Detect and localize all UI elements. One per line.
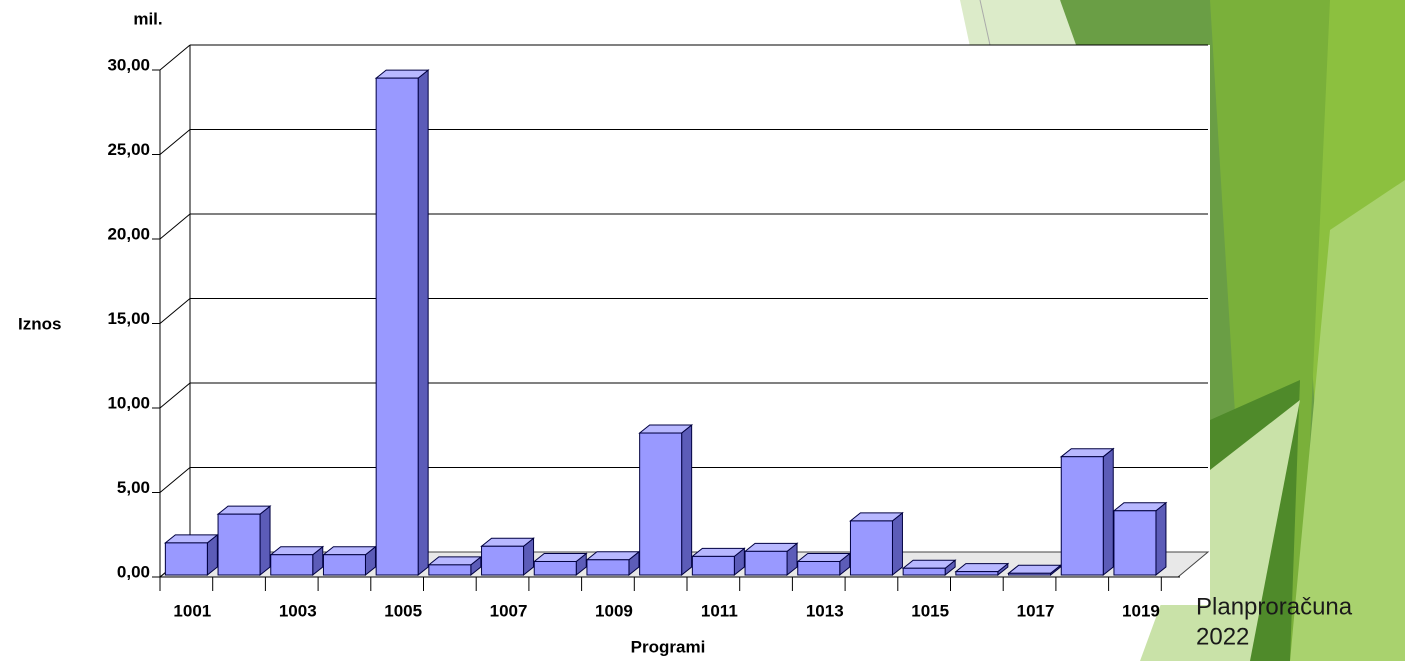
bar — [164, 542, 208, 576]
bar — [270, 554, 314, 576]
y-tick-label: 20,00 — [107, 224, 150, 243]
bar — [955, 571, 999, 576]
bar-top — [269, 546, 325, 556]
x-tick-label: 1017 — [1017, 601, 1055, 620]
bar — [533, 560, 577, 576]
bar-top — [638, 424, 694, 434]
footer-line: Planproračuna — [1196, 593, 1353, 620]
bar — [375, 77, 419, 576]
bar-top — [743, 542, 799, 552]
x-tick-label: 1019 — [1122, 601, 1160, 620]
bar-top — [1112, 502, 1168, 512]
bar — [902, 567, 946, 576]
y-depth-line — [159, 298, 191, 324]
y-depth-line — [159, 213, 191, 240]
x-axis-title: Programi — [631, 637, 706, 656]
bar-side — [1155, 501, 1167, 577]
y-axis-title: Iznos — [18, 314, 61, 333]
bar-top — [374, 69, 430, 79]
bar — [1008, 572, 1052, 576]
bar-top — [849, 512, 904, 522]
bar — [428, 564, 472, 576]
bar-side — [1102, 447, 1114, 577]
bar-top — [480, 537, 535, 547]
x-tick-label: 1009 — [595, 601, 633, 620]
bar-top — [1059, 448, 1115, 458]
x-tick-label: 1005 — [384, 601, 422, 620]
y-tick-label: 25,00 — [107, 140, 150, 159]
bar-side — [681, 423, 693, 577]
bar-top — [796, 552, 852, 562]
y-depth-line — [159, 467, 191, 493]
y-depth-line — [159, 44, 191, 71]
bar — [481, 545, 525, 576]
bar-top — [1007, 564, 1062, 574]
bar — [217, 513, 261, 576]
footer-line: 2022 — [1196, 623, 1249, 650]
bar — [322, 554, 366, 576]
y-tick-label: 10,00 — [107, 393, 150, 412]
bar-top — [585, 551, 641, 561]
y-depth-line — [159, 129, 191, 155]
bar-side — [259, 505, 271, 577]
bar — [797, 560, 841, 576]
bar-top — [690, 547, 746, 557]
x-tick-label: 1011 — [701, 601, 738, 620]
y-tick-label: 30,00 — [107, 55, 150, 74]
bar-top — [216, 505, 272, 515]
bar-top — [954, 563, 1010, 573]
bar — [1113, 510, 1157, 576]
bar-side — [891, 511, 903, 577]
bar — [1060, 456, 1104, 576]
bar — [849, 520, 893, 576]
bar-top — [901, 559, 957, 569]
bar — [639, 432, 683, 576]
bar-side — [417, 69, 429, 577]
x-tick-label: 1007 — [490, 601, 528, 620]
bar — [691, 555, 735, 576]
unit-label: mil. — [133, 9, 162, 28]
bar — [744, 550, 788, 576]
bar-top — [163, 534, 219, 544]
bar-top — [532, 552, 588, 562]
y-depth-line — [159, 382, 191, 409]
y-tick-label: 5,00 — [117, 478, 150, 497]
x-tick-label: 1001 — [173, 601, 211, 620]
x-tick-label: 1013 — [806, 601, 844, 620]
x-tick-label: 1015 — [911, 601, 949, 620]
bar-top — [322, 546, 377, 556]
y-tick-label: 15,00 — [107, 309, 150, 328]
y-tick-label: 0,00 — [117, 562, 150, 581]
x-tick-label: 1003 — [279, 601, 317, 620]
bar — [586, 559, 630, 576]
bar-top — [427, 556, 483, 566]
